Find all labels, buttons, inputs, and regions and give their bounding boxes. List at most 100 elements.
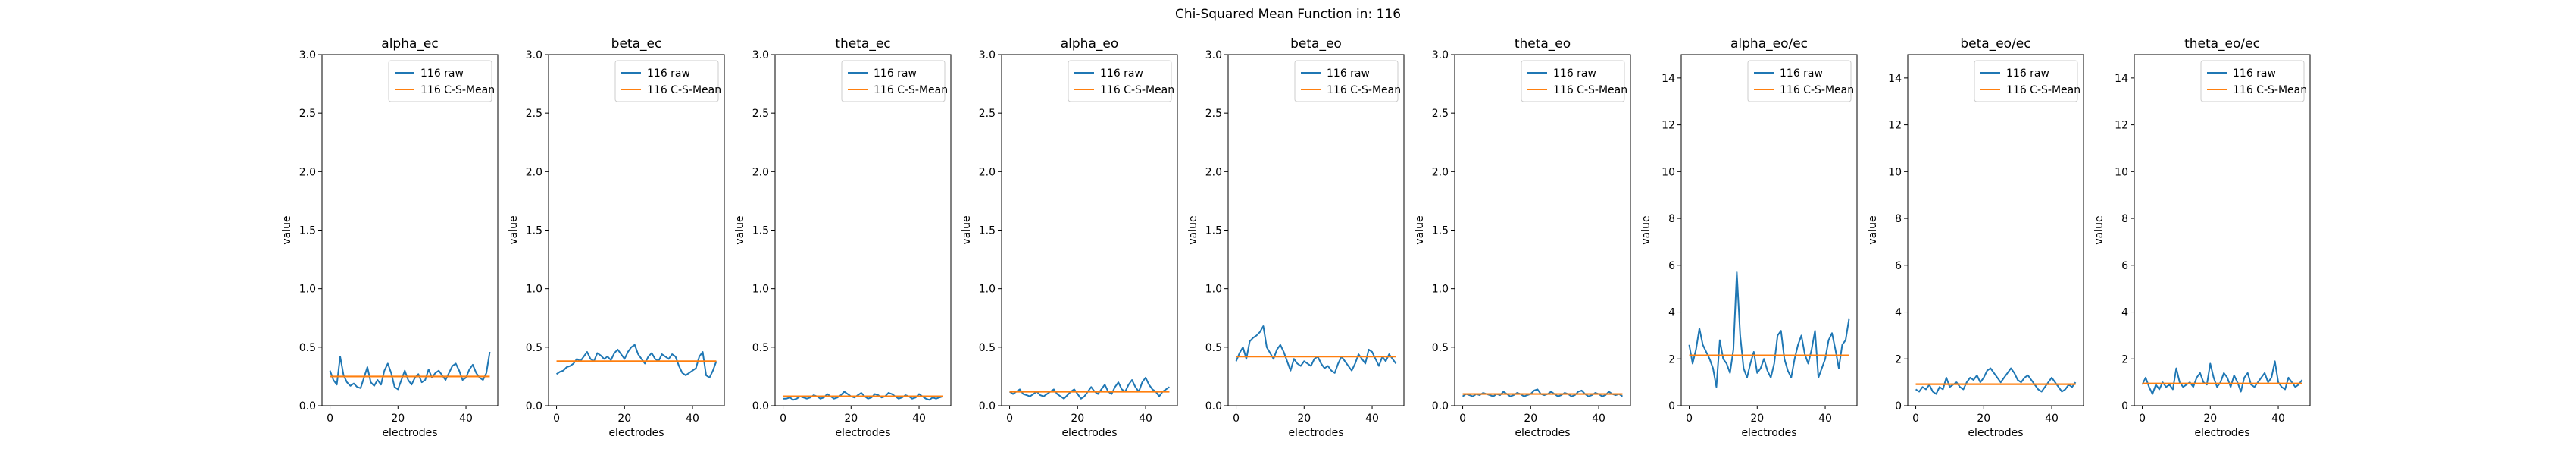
x-tick-label: 20	[1297, 413, 1311, 425]
y-tick-label: 6	[1895, 260, 1902, 272]
subplot-title: theta_ec	[835, 36, 890, 52]
y-tick-label: 8	[1895, 213, 1902, 225]
subplot-alpha-eo: alpha_eo 0 20 40 0.0 0.5 1.0 1.5 2.0 2.5 3.0 electr…	[961, 36, 1178, 439]
y-tick-label: 0	[2121, 400, 2128, 413]
subplot-title: beta_ec	[611, 36, 662, 52]
legend-label: 116 raw	[1327, 67, 1370, 80]
x-tick-label: 20	[844, 413, 858, 425]
x-tick-label: 20	[1071, 413, 1084, 425]
y-tick-label: 2.5	[979, 108, 996, 120]
y-axis-label: value	[1414, 215, 1426, 244]
x-tick-label: 0	[1912, 413, 1919, 425]
subplot-alpha-eo-ec: alpha_eo/ec 0 20 40 0 2 4 6 8 10 12 14 electrodes val…	[1640, 36, 1858, 439]
y-tick-label: 0.5	[1432, 342, 1449, 354]
y-tick-label: 3.0	[1432, 49, 1449, 61]
legend-box	[614, 60, 719, 102]
y-tick-label: 6	[2121, 260, 2128, 272]
y-tick-label: 2	[1895, 353, 1902, 366]
y-tick-label: 0.0	[299, 400, 316, 413]
x-axis-label: electrodes	[382, 427, 437, 439]
x-axis-label: electrodes	[2194, 427, 2249, 439]
axes-frame	[1454, 54, 1631, 406]
y-tick-label: 2.0	[526, 166, 542, 178]
y-axis-label: value	[281, 215, 293, 244]
y-tick-label: 10	[1662, 166, 1675, 178]
axes-frame	[774, 54, 952, 406]
legend-label: 116 raw	[647, 67, 690, 80]
x-tick-label: 0	[1459, 413, 1466, 425]
legend-label: 116 C-S-Mean	[1780, 84, 1854, 96]
y-axis-label: value	[734, 215, 746, 244]
y-tick-label: 0.5	[1205, 342, 1222, 354]
x-axis-label: electrodes	[1968, 427, 2023, 439]
y-tick-label: 2.5	[1432, 108, 1449, 120]
legend-label: 116 raw	[2233, 67, 2276, 80]
x-tick-label: 20	[1750, 413, 1764, 425]
legend-label: 116 raw	[1553, 67, 1596, 80]
x-tick-label: 40	[686, 413, 699, 425]
y-tick-label: 1.0	[1205, 284, 1222, 296]
series-line-raw	[1688, 271, 1850, 388]
legend: 116 raw 116 C-S-Mean	[841, 60, 948, 102]
y-tick-label: 1.0	[526, 284, 542, 296]
y-tick-label: 2	[2121, 353, 2128, 366]
legend: 116 raw 116 C-S-Mean	[2200, 60, 2307, 102]
legend-label: 116 C-S-Mean	[2006, 84, 2080, 96]
y-tick-label: 12	[2115, 120, 2128, 132]
series-line-raw	[1235, 325, 1397, 374]
legend-box	[1294, 60, 1399, 102]
y-tick-label: 0.0	[979, 400, 996, 413]
y-tick-label: 4	[1668, 307, 1675, 319]
x-tick-label: 0	[1006, 413, 1013, 425]
y-tick-label: 10	[2115, 166, 2128, 178]
subplot-alpha-ec: alpha_ec 0 20 40 0.0 0.5 1.0 1.5 2.0 2.5 3.0 electr…	[281, 36, 499, 439]
x-axis-label: electrodes	[1741, 427, 1796, 439]
axes-frame	[2134, 54, 2311, 406]
subplot-title: beta_eo	[1290, 36, 1342, 52]
y-tick-label: 2.0	[752, 166, 769, 178]
legend-label: 116 C-S-Mean	[874, 84, 948, 96]
y-tick-label: 0.5	[526, 342, 542, 354]
y-tick-label: 1.5	[299, 225, 316, 237]
x-tick-label: 0	[1233, 413, 1240, 425]
subplot-title: alpha_eo/ec	[1730, 36, 1808, 52]
y-tick-label: 14	[2115, 73, 2128, 85]
legend-box	[1974, 60, 2078, 102]
x-axis-label: electrodes	[1288, 427, 1343, 439]
y-tick-label: 0.5	[979, 342, 996, 354]
axes-frame	[1227, 54, 1405, 406]
series-line-raw	[329, 351, 491, 391]
y-tick-label: 14	[1662, 73, 1675, 85]
y-tick-label: 2.5	[299, 108, 316, 120]
subplot-beta-eo-ec: beta_eo/ec 0 20 40 0 2 4 6 8 10 12 14 electrodes valu…	[1867, 36, 2084, 439]
legend-label: 116 raw	[420, 67, 464, 80]
legend: 116 raw 116 C-S-Mean	[1521, 60, 1627, 102]
legend-label: 116 raw	[874, 67, 917, 80]
y-tick-label: 1.0	[752, 284, 769, 296]
legend-box	[1521, 60, 1625, 102]
x-tick-label: 40	[1818, 413, 1832, 425]
x-tick-label: 40	[912, 413, 926, 425]
y-tick-label: 4	[1895, 307, 1902, 319]
legend: 116 raw 116 C-S-Mean	[1068, 60, 1174, 102]
x-tick-label: 20	[617, 413, 631, 425]
x-axis-label: electrodes	[835, 427, 890, 439]
x-tick-label: 0	[327, 413, 333, 425]
y-tick-label: 1.5	[526, 225, 542, 237]
subplot-title: alpha_ec	[381, 36, 438, 52]
legend: 116 raw 116 C-S-Mean	[1974, 60, 2080, 102]
subplot-theta-eo-ec: theta_eo/ec 0 20 40 0 2 4 6 8 10 12 14 electrodes val…	[2093, 36, 2311, 439]
legend-label: 116 C-S-Mean	[1553, 84, 1627, 96]
axes-frame	[1001, 54, 1178, 406]
y-tick-label: 6	[1668, 260, 1675, 272]
y-tick-label: 3.0	[299, 49, 316, 61]
y-tick-label: 1.0	[1432, 284, 1449, 296]
legend-label: 116 C-S-Mean	[647, 84, 721, 96]
y-tick-label: 10	[1888, 166, 1902, 178]
x-axis-label: electrodes	[1061, 427, 1117, 439]
y-axis-label: value	[961, 215, 973, 244]
subplot-title: beta_eo/ec	[1960, 36, 2030, 52]
x-tick-label: 20	[1977, 413, 1990, 425]
legend-box	[841, 60, 946, 102]
